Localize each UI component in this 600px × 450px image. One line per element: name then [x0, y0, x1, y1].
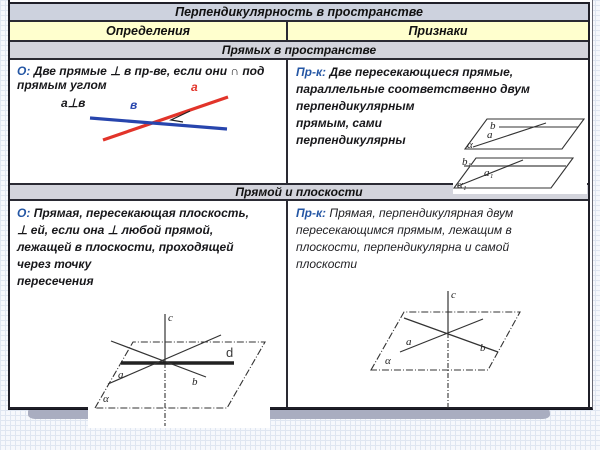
plane-top-line-a	[472, 122, 547, 148]
criteria-label: Признаки	[408, 24, 468, 38]
line-a2	[399, 318, 484, 353]
label-alpha1: α₁	[457, 179, 467, 191]
label-a2: a	[118, 369, 124, 381]
criterion-lines-cell: Пр-к: Две пересекающиеся прямые, паралле…	[288, 60, 588, 183]
definition-prefix: О:	[17, 64, 31, 78]
definition-lines-text: О: Две прямые ⊥ в пр-ве, если они ∩ под …	[17, 64, 265, 92]
label-alpha2: α	[103, 393, 109, 405]
section-header-lines: Прямых в пространстве	[10, 42, 588, 60]
line-a	[107, 334, 222, 385]
column-header-criteria: Признаки	[288, 22, 588, 40]
label-alpha-top: α	[467, 139, 473, 151]
criterion-prefix: Пр-к:	[296, 65, 327, 79]
label-alpha3: α	[385, 355, 391, 367]
parallel-planes-diagram: b a α b₁ a₁ α₁	[453, 104, 587, 194]
column-header-row: Определения Признаки	[10, 22, 588, 42]
definition-line-plane-text: О: Прямая, пересекающая плоскость, ⊥ ей,…	[17, 206, 249, 288]
line-b	[110, 340, 207, 378]
definition-line-plane-cell: О: Прямая, пересекающая плоскость, ⊥ ей,…	[10, 201, 288, 407]
plane-alpha-2	[370, 311, 521, 371]
label-b3: b	[480, 342, 486, 354]
definition2-prefix: О:	[17, 206, 31, 220]
section-header-line-plane: Прямой и плоскости	[10, 185, 588, 201]
column-header-definitions: Определения	[10, 22, 288, 40]
definition-lines-cell: О: Две прямые ⊥ в пр-ве, если они ∩ под …	[10, 60, 288, 183]
line-b2	[403, 317, 499, 353]
right-angle-mark	[169, 110, 191, 123]
slide-bottom-shadow	[28, 410, 550, 419]
section-lines-label: Прямых в пространстве	[221, 43, 377, 57]
label-a: а	[191, 80, 198, 94]
label-b1: b₁	[462, 156, 472, 168]
label-a1: a₁	[484, 167, 494, 179]
label-c2: c	[451, 289, 456, 301]
table-title-row: Перпендикулярность в пространстве	[10, 4, 588, 22]
label-b2: b	[192, 376, 198, 388]
section-line-plane-label: Прямой и плоскости	[235, 185, 363, 199]
label-b-top: b	[490, 120, 496, 132]
plane-bottom-line-a1	[457, 159, 524, 187]
plane-alpha	[94, 341, 266, 409]
plane-top	[463, 118, 586, 150]
label-b: в	[130, 98, 137, 112]
criterion-line-plane-cell: Пр-к: Прямая, перпендикулярная двум пере…	[288, 201, 588, 407]
criterion-lines-text: Пр-к: Две пересекающиеся прямые, паралле…	[296, 65, 530, 147]
definitions-label: Определения	[105, 24, 191, 38]
line-b-blue	[89, 116, 228, 131]
line-a-red	[102, 95, 229, 142]
label-c: c	[168, 312, 173, 324]
perpendicular-note: а⊥в	[61, 96, 86, 110]
plane-perpendicular-diagram: c a b α	[370, 289, 521, 408]
label-a-top: a	[487, 129, 493, 141]
crossing-lines-diagram: а в	[89, 80, 229, 142]
table-title: Перпендикулярность в пространстве	[175, 5, 423, 19]
plane-line-d-diagram: c d a b α	[88, 300, 270, 428]
criterion2-prefix: Пр-к:	[296, 206, 327, 220]
label-a3: a	[406, 336, 412, 348]
criterion-line-plane-text: Пр-к: Прямая, перпендикулярная двум пере…	[296, 206, 514, 271]
plane-bottom	[453, 157, 575, 189]
label-d: d	[226, 345, 233, 360]
